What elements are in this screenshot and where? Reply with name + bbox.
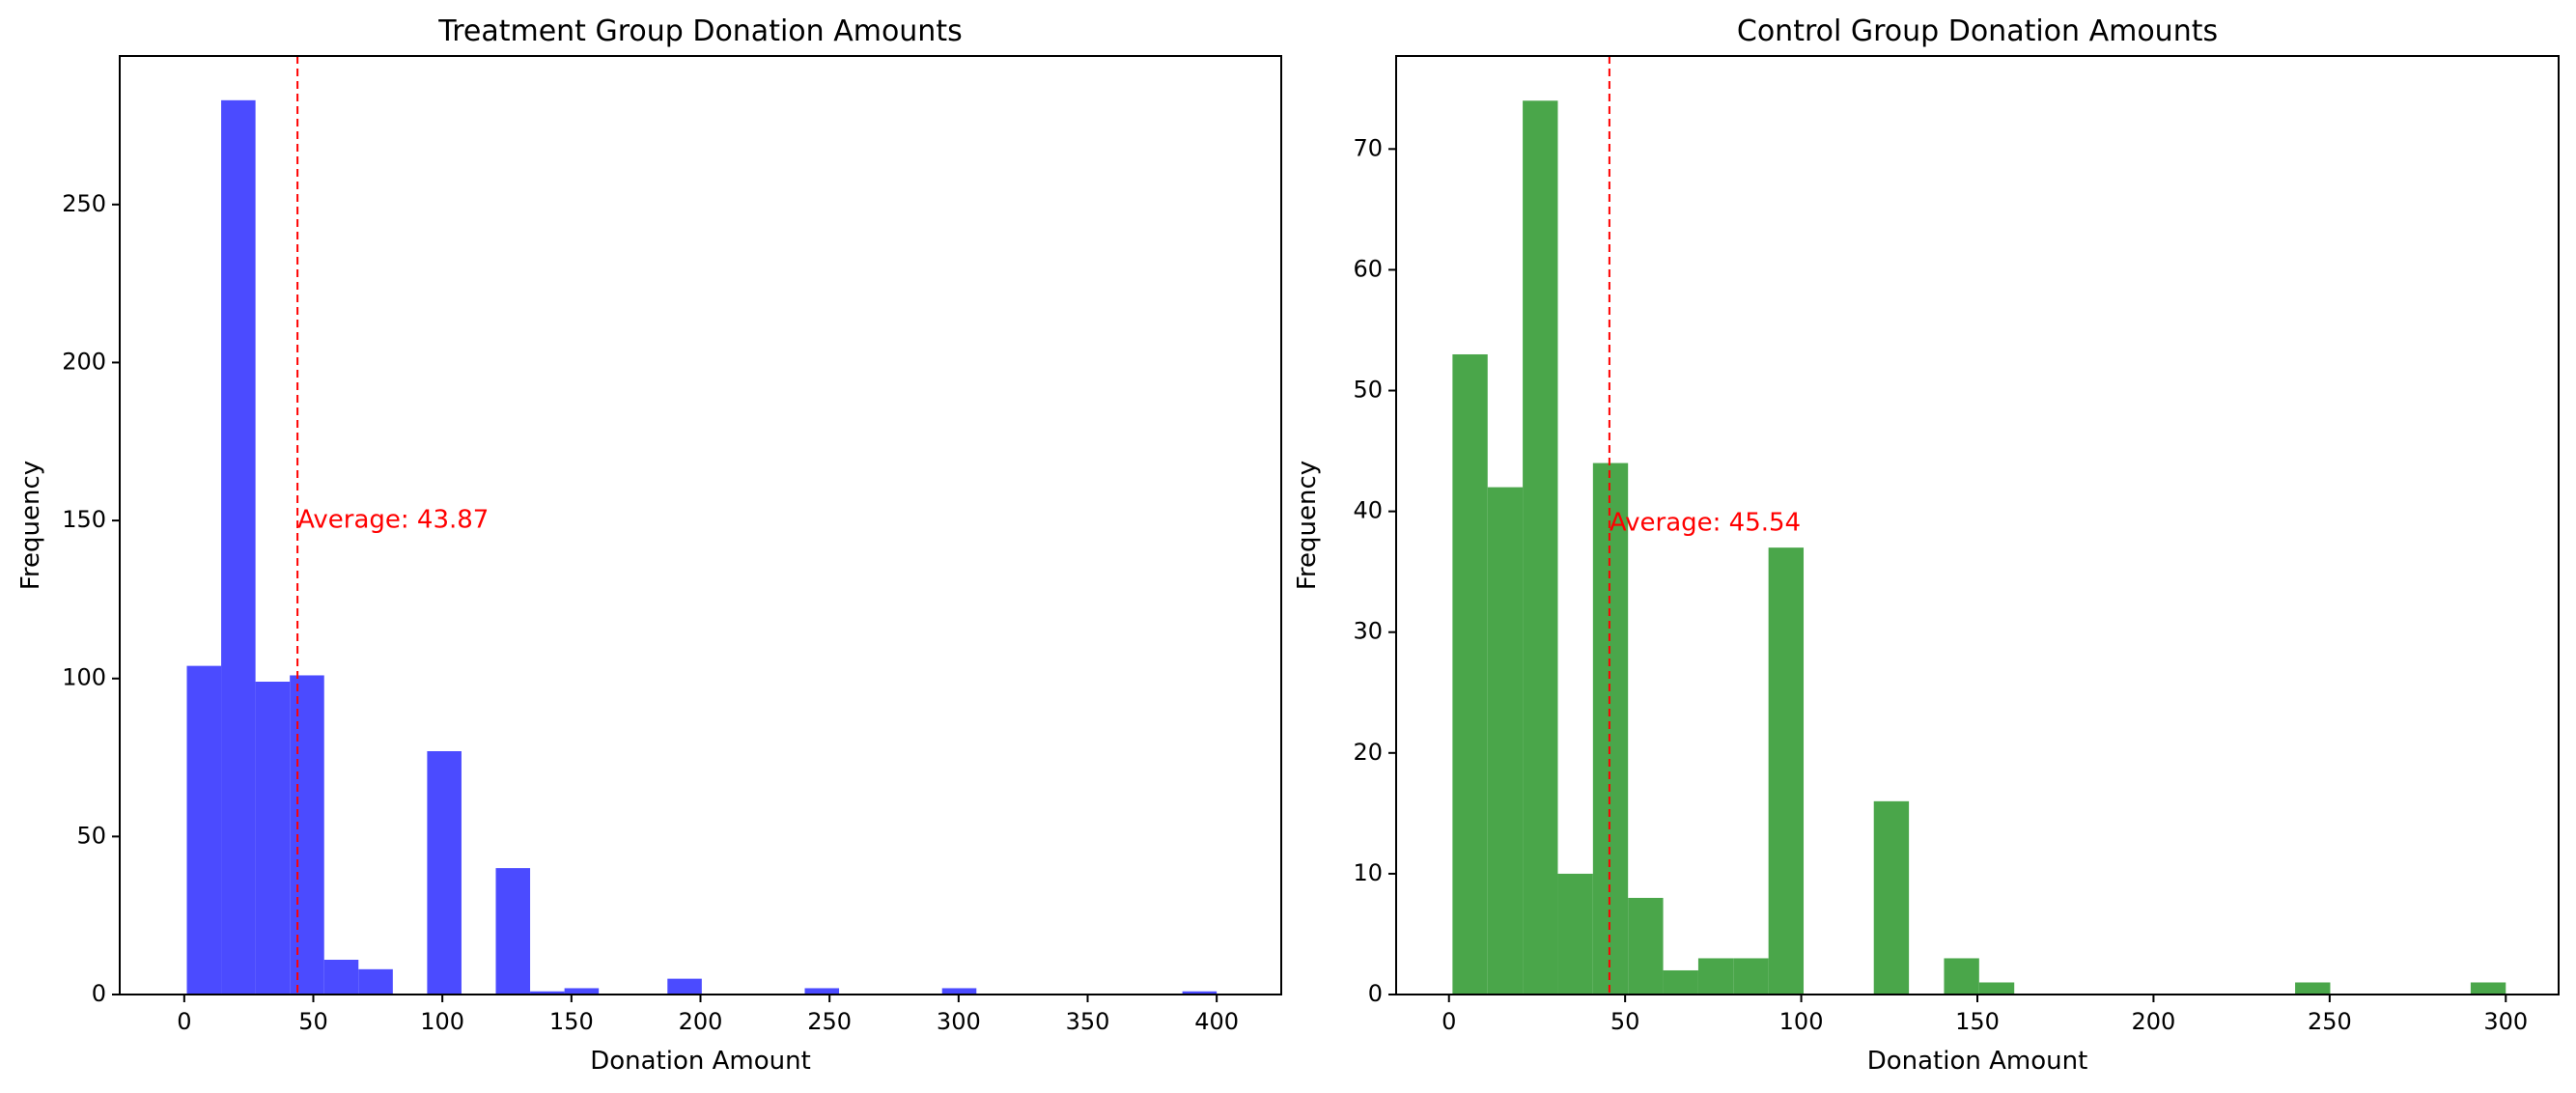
control-bar [1487, 487, 1524, 995]
control-bar [1733, 958, 1769, 995]
treatment-x-tick-label: 200 [679, 1008, 723, 1035]
control-bar [2470, 982, 2506, 995]
treatment-chart-title: Treatment Group Donation Amounts [437, 14, 962, 48]
treatment-bar [186, 665, 222, 995]
control-x-tick-label: 50 [1610, 1008, 1640, 1035]
control-bar [1523, 100, 1558, 995]
treatment-x-tick-label: 400 [1194, 1008, 1239, 1035]
control-y-tick-label: 60 [1353, 255, 1383, 282]
treatment-x-axis-label: Donation Amount [590, 1047, 811, 1076]
control-y-tick-label: 40 [1353, 497, 1383, 524]
control-axes-frame [1395, 55, 2560, 995]
control-x-tick-label: 0 [1442, 1008, 1456, 1035]
control-y-tick-label: 70 [1353, 134, 1383, 161]
control-bar [1697, 958, 1734, 995]
treatment-bar [427, 751, 462, 995]
treatment-bar [358, 968, 393, 995]
treatment-y-tick-label: 100 [62, 664, 106, 691]
control-bar [1628, 897, 1664, 995]
control-y-tick-label: 20 [1353, 739, 1383, 766]
treatment-x-tick-label: 50 [298, 1008, 328, 1035]
treatment-x-tick-label: 100 [420, 1008, 464, 1035]
treatment-y-tick-label: 250 [62, 190, 106, 217]
control-bar [1557, 873, 1593, 995]
control-y-tick-label: 10 [1353, 859, 1383, 886]
control-x-tick-label: 300 [2483, 1008, 2528, 1035]
control-x-axis-label: Donation Amount [1867, 1047, 2088, 1076]
treatment-bar [1182, 991, 1218, 995]
control-y-tick-label: 50 [1353, 377, 1383, 404]
treatment-x-tick-label: 300 [937, 1008, 981, 1035]
treatment-histogram-panel: Average: 43.87 0 50 100 150 200 250 300 350 400 0 5… [16, 14, 1282, 1076]
treatment-bar [255, 682, 291, 995]
control-chart-title: Control Group Donation Amounts [1737, 14, 2218, 48]
treatment-x-tick-label: 150 [549, 1008, 594, 1035]
control-bar [1452, 353, 1488, 995]
treatment-bar [221, 99, 256, 995]
treatment-bar [495, 868, 531, 995]
control-x-tick-label: 200 [2132, 1008, 2176, 1035]
treatment-x-tick-label: 350 [1066, 1008, 1110, 1035]
control-bar [1592, 462, 1629, 995]
treatment-bar [290, 675, 324, 995]
control-bars [1452, 100, 2506, 995]
control-y-tick-label: 0 [1368, 980, 1383, 1007]
treatment-y-axis-label: Frequency [16, 461, 45, 590]
control-bar [2295, 982, 2331, 995]
treatment-bar [323, 960, 359, 995]
treatment-y-tick-label: 150 [62, 506, 106, 533]
control-bar [1768, 547, 1805, 995]
treatment-y-tick-label: 50 [76, 822, 106, 849]
control-bar [1978, 982, 2015, 995]
control-histogram-panel: Average: 45.54 0 50 100 150 200 250 300 0 10 20 30 4… [1293, 14, 2560, 1076]
treatment-average-label: Average: 43.87 [297, 506, 489, 535]
control-average-label: Average: 45.54 [1610, 509, 1801, 538]
treatment-y-tick-label: 200 [62, 348, 106, 375]
control-x-tick-label: 250 [2308, 1008, 2352, 1035]
treatment-bar [530, 991, 565, 995]
treatment-bar [804, 988, 840, 995]
control-bar [1944, 958, 1979, 995]
control-bar [1873, 800, 1910, 995]
treatment-x-tick-label: 0 [177, 1008, 191, 1035]
treatment-bar [564, 988, 600, 995]
control-y-tick-label: 30 [1353, 618, 1383, 645]
treatment-x-tick-label: 250 [807, 1008, 852, 1035]
control-x-tick-label: 150 [1955, 1008, 2000, 1035]
treatment-y-tick-label: 0 [92, 980, 106, 1007]
treatment-bars [186, 99, 1218, 995]
treatment-bar [941, 988, 977, 995]
control-x-tick-label: 100 [1779, 1008, 1824, 1035]
control-y-axis-label: Frequency [1293, 461, 1322, 590]
treatment-bar [667, 978, 702, 995]
control-bar [1663, 969, 1698, 995]
